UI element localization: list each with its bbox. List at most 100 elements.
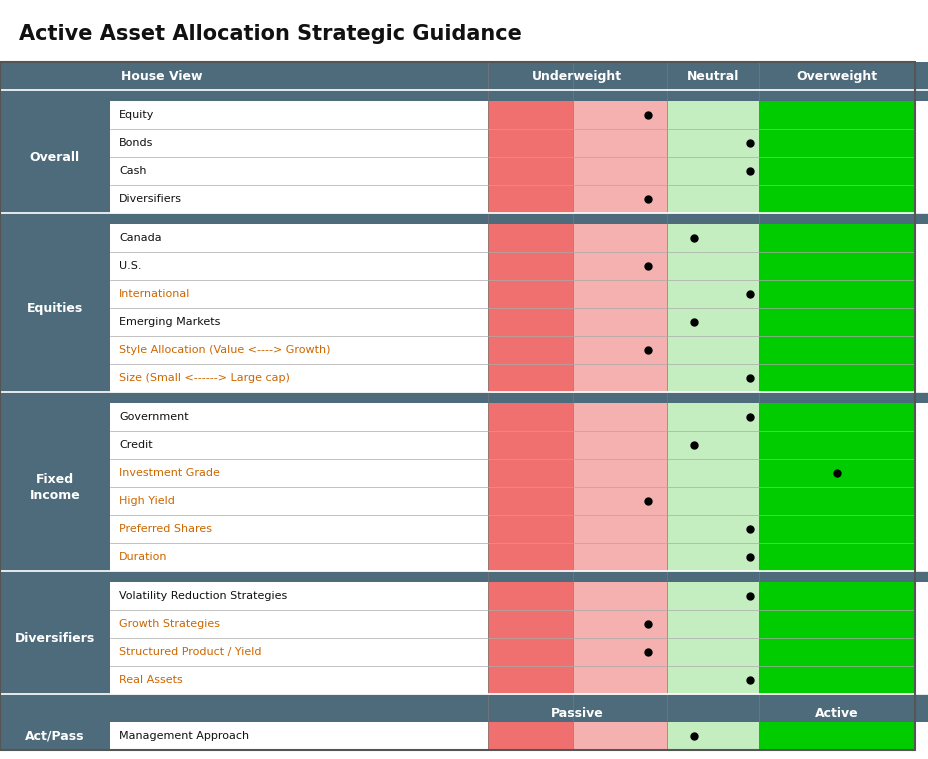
Bar [110, 459, 487, 487]
Bar [573, 364, 666, 392]
Bar [758, 364, 914, 392]
Text: Growth Strategies: Growth Strategies [119, 619, 220, 629]
Bar [666, 515, 758, 543]
Bar [573, 610, 666, 638]
Bar [0, 392, 928, 403]
Text: Bonds: Bonds [119, 138, 153, 148]
Text: Real Assets: Real Assets [119, 676, 183, 685]
Bar [110, 638, 487, 666]
Bar [110, 185, 487, 213]
Text: Canada: Canada [119, 233, 161, 243]
Bar [758, 403, 914, 431]
Bar [666, 403, 758, 431]
Bar [110, 336, 487, 364]
Bar [573, 582, 666, 610]
Bar [487, 515, 573, 543]
Bar [0, 224, 110, 392]
Bar [487, 459, 573, 487]
Bar [110, 543, 487, 572]
Bar [573, 638, 666, 666]
Text: U.S.: U.S. [119, 261, 141, 271]
Bar [758, 487, 914, 515]
Text: Volatility Reduction Strategies: Volatility Reduction Strategies [119, 591, 287, 601]
Bar [110, 610, 487, 638]
Bar [0, 582, 110, 694]
Bar [0, 694, 928, 705]
Bar [487, 582, 573, 610]
Text: House View: House View [121, 70, 202, 83]
Bar [110, 487, 487, 515]
Bar [487, 722, 573, 750]
Text: High Yield: High Yield [119, 496, 174, 506]
Bar [758, 638, 914, 666]
Bar [758, 129, 914, 157]
Bar [487, 129, 573, 157]
Text: Emerging Markets: Emerging Markets [119, 317, 220, 327]
Bar [0, 722, 110, 750]
Bar [758, 515, 914, 543]
Bar [758, 252, 914, 280]
Text: Active: Active [815, 707, 857, 720]
Bar [758, 543, 914, 572]
Bar [0, 101, 110, 213]
Bar [110, 280, 487, 308]
Bar [758, 582, 914, 610]
Bar [487, 336, 573, 364]
Bar [487, 666, 573, 694]
Bar [666, 185, 758, 213]
Bar [573, 336, 666, 364]
Bar [110, 582, 487, 610]
Text: Management Approach: Management Approach [119, 731, 249, 741]
Bar [666, 364, 758, 392]
Bar [110, 308, 487, 336]
Bar [110, 157, 487, 185]
Text: Overweight: Overweight [795, 70, 877, 83]
Bar [0, 403, 110, 572]
Bar [573, 252, 666, 280]
Bar [666, 224, 758, 252]
Bar [110, 101, 487, 129]
Text: International: International [119, 289, 190, 299]
Bar [666, 308, 758, 336]
Bar [573, 224, 666, 252]
Bar [666, 610, 758, 638]
Text: Investment Grade: Investment Grade [119, 468, 220, 478]
Bar [487, 364, 573, 392]
Bar [666, 666, 758, 694]
Bar [666, 101, 758, 129]
Bar [573, 431, 666, 459]
Bar [758, 610, 914, 638]
Text: Equity: Equity [119, 110, 154, 120]
Bar [758, 666, 914, 694]
Text: Structured Product / Yield: Structured Product / Yield [119, 647, 261, 657]
Bar [666, 722, 758, 750]
Bar [758, 224, 914, 252]
Bar [573, 129, 666, 157]
Bar [0, 705, 928, 722]
Text: Act/Pass: Act/Pass [25, 729, 84, 742]
Bar [487, 157, 573, 185]
Bar [666, 129, 758, 157]
Bar [666, 638, 758, 666]
Bar [666, 487, 758, 515]
Bar [0, 90, 928, 101]
Bar [573, 280, 666, 308]
Bar [110, 129, 487, 157]
Bar [110, 403, 487, 431]
Bar [573, 157, 666, 185]
Text: Duration: Duration [119, 553, 167, 562]
Bar [110, 722, 487, 750]
Bar [758, 459, 914, 487]
Text: Overall: Overall [30, 150, 80, 164]
Bar [573, 101, 666, 129]
Bar [487, 638, 573, 666]
Bar [573, 515, 666, 543]
Text: Underweight: Underweight [532, 70, 622, 83]
Bar [666, 459, 758, 487]
Bar [0, 213, 928, 224]
Text: Passive: Passive [550, 707, 603, 720]
Text: Size (Small <------> Large cap): Size (Small <------> Large cap) [119, 373, 290, 383]
Bar [573, 459, 666, 487]
Bar [666, 431, 758, 459]
Bar [758, 336, 914, 364]
